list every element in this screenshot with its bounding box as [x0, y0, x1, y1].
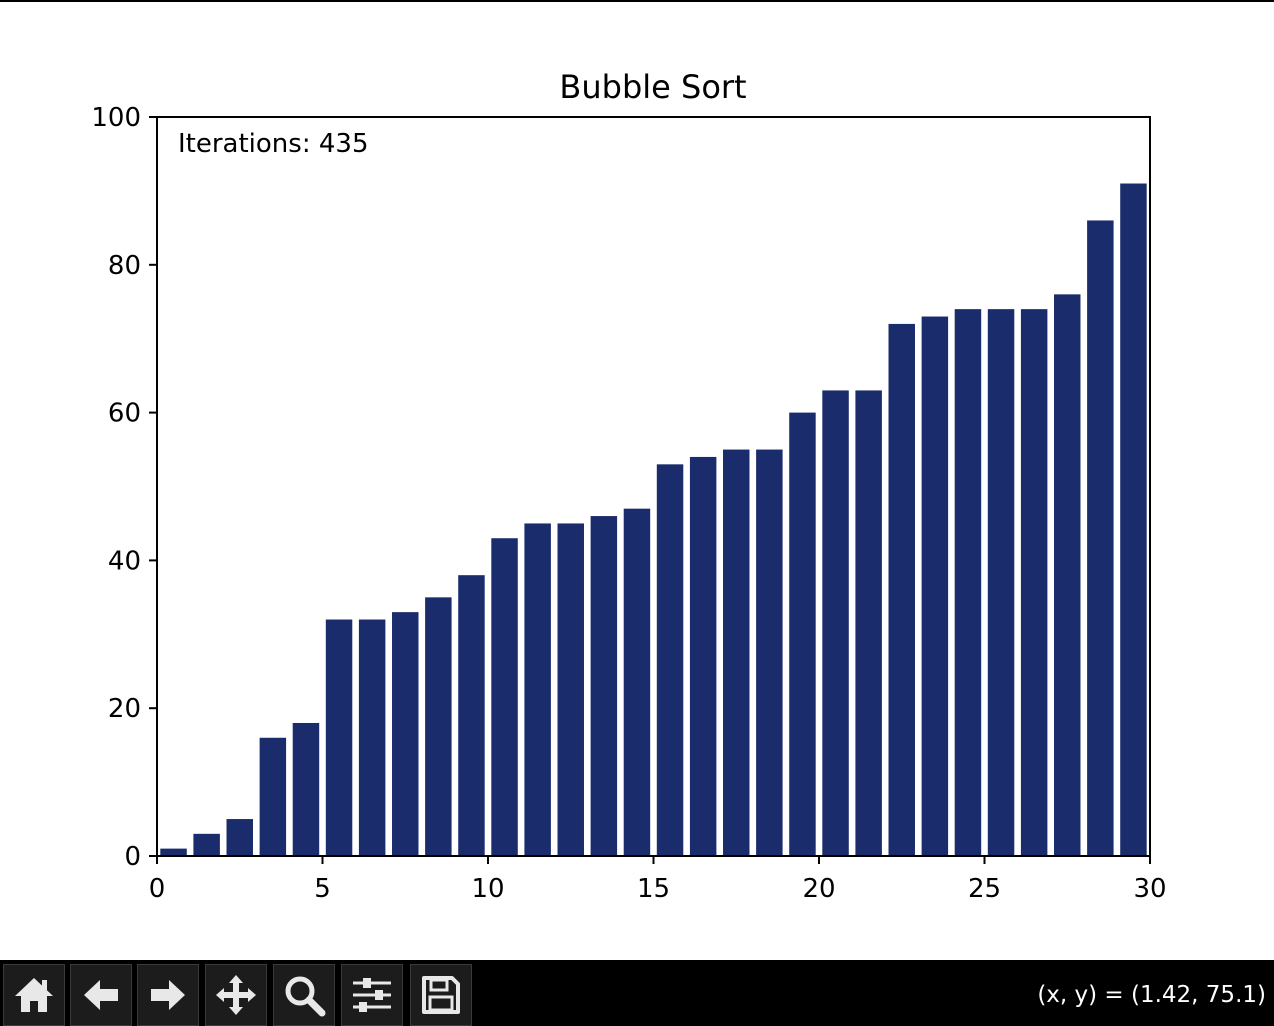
y-tick-label: 40	[108, 546, 141, 576]
x-tick-label: 25	[968, 874, 1001, 904]
bar	[292, 722, 320, 856]
bar	[524, 523, 551, 856]
figure-canvas[interactable]: Bubble Sort 0 5 10 15 20 25 30 0 20 40 60 80 100 Ite…	[0, 2, 1274, 960]
back-button[interactable]	[70, 964, 132, 1026]
bar	[689, 456, 717, 856]
coordinate-readout: (x, y) = (1.42, 75.1)	[1037, 982, 1266, 1008]
move-icon	[216, 975, 256, 1015]
bar	[491, 538, 518, 856]
bar	[193, 833, 220, 856]
bar	[392, 612, 419, 856]
bar	[987, 309, 1015, 856]
x-tick-label: 0	[149, 874, 166, 904]
bar	[259, 737, 287, 856]
x-tick-label: 30	[1133, 874, 1166, 904]
bar	[458, 575, 485, 856]
bar	[590, 516, 618, 856]
magnifier-icon	[285, 976, 326, 1017]
home-icon	[15, 978, 53, 1012]
bar	[557, 523, 584, 856]
bar	[656, 464, 684, 856]
y-tick-label: 80	[108, 251, 141, 281]
arrow-left-icon	[84, 980, 118, 1010]
bar	[425, 597, 452, 856]
x-tick-label: 10	[471, 874, 504, 904]
bar	[1120, 183, 1147, 856]
bar	[325, 619, 353, 856]
y-tick-label: 0	[124, 842, 141, 872]
bar	[855, 390, 882, 856]
iterations-label: Iterations: 435	[178, 129, 368, 159]
bar	[1087, 220, 1114, 856]
floppy-disk-icon	[422, 976, 460, 1014]
x-tick-label: 5	[314, 874, 331, 904]
bar	[888, 323, 915, 856]
configure-subplots-button[interactable]	[341, 964, 403, 1026]
bar	[822, 390, 849, 856]
bar-chart: Bubble Sort 0 5 10 15 20 25 30 0 20 40 60 80 100 Ite…	[91, 68, 1166, 904]
bar	[1054, 294, 1081, 856]
bar	[921, 316, 949, 856]
bars-group	[160, 183, 1147, 856]
bar	[756, 449, 783, 856]
x-tick-label: 15	[637, 874, 670, 904]
y-tick-label: 20	[108, 694, 141, 724]
bar	[954, 309, 982, 856]
x-tick-label: 20	[802, 874, 835, 904]
arrow-right-icon	[151, 980, 185, 1010]
axes-group: 0 5 10 15 20 25 30 0 20 40 60 80 100	[91, 103, 1166, 904]
bar	[789, 412, 816, 856]
forward-button[interactable]	[137, 964, 199, 1026]
bar	[226, 819, 253, 856]
bar	[723, 449, 750, 856]
y-tick-label: 100	[91, 103, 141, 133]
zoom-button[interactable]	[273, 964, 335, 1026]
bar	[160, 848, 187, 856]
save-button[interactable]	[410, 964, 472, 1026]
chart-title: Bubble Sort	[559, 68, 746, 106]
home-button[interactable]	[3, 964, 65, 1026]
pan-button[interactable]	[205, 964, 267, 1026]
y-tick-label: 60	[108, 399, 141, 429]
sliders-icon	[353, 978, 391, 1012]
bar	[1020, 309, 1048, 856]
bar	[358, 619, 386, 856]
bar	[623, 508, 651, 856]
navigation-toolbar: (x, y) = (1.42, 75.1)	[0, 960, 1274, 1026]
